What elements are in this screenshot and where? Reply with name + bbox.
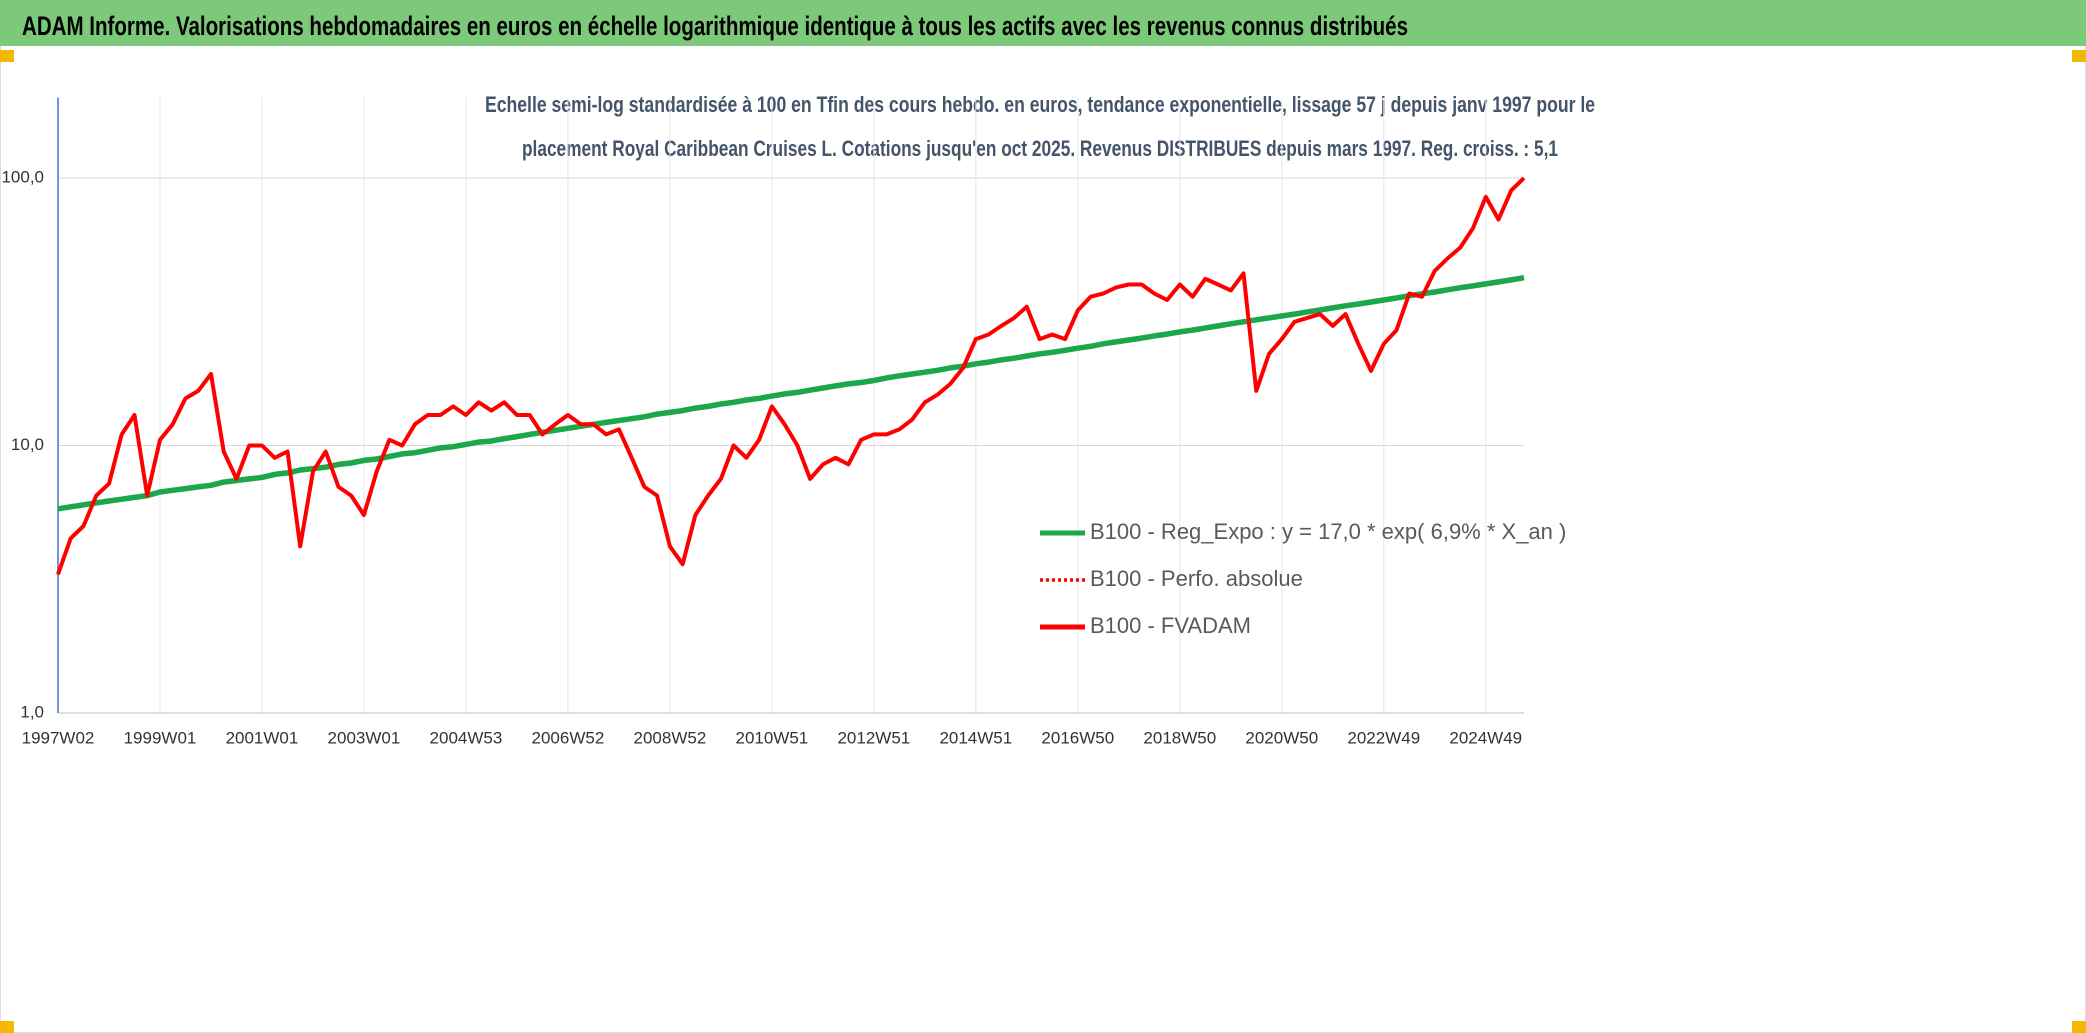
x-tick-label: 2016W50 — [1041, 728, 1114, 747]
x-tick-label: 2004W53 — [430, 728, 503, 747]
legend-label: B100 - Reg_Expo : y = 17,0 * exp( 6,9% *… — [1090, 519, 1566, 544]
corner — [0, 50, 14, 62]
legend-label: B100 - Perfo. absolue — [1090, 566, 1303, 591]
x-tick-label: 2024W49 — [1449, 728, 1522, 747]
x-tick-label: 2010W51 — [735, 728, 808, 747]
corner — [2072, 50, 2086, 62]
x-tick-label: 1997W02 — [22, 728, 95, 747]
x-tick-label: 1999W01 — [124, 728, 197, 747]
corner — [2072, 1021, 2086, 1033]
x-tick-label: 2006W52 — [532, 728, 605, 747]
x-tick-label: 2022W49 — [1347, 728, 1420, 747]
x-tick-label: 2012W51 — [837, 728, 910, 747]
x-tick-label: 2008W52 — [634, 728, 707, 747]
x-tick-label: 2020W50 — [1245, 728, 1318, 747]
x-tick-label: 2018W50 — [1143, 728, 1216, 747]
header-bar — [0, 0, 2086, 46]
header-title: ADAM Informe. Valorisations hebdomadaire… — [22, 11, 1408, 41]
x-tick-label: 2001W01 — [226, 728, 299, 747]
corner — [0, 1021, 14, 1033]
chart-title: placement Royal Caribbean Cruises L. Cot… — [522, 136, 1558, 161]
y-tick-label: 1,0 — [20, 702, 44, 721]
x-tick-label: 2014W51 — [939, 728, 1012, 747]
x-tick-label: 2003W01 — [328, 728, 401, 747]
chart-title: Echelle semi-log standardisée à 100 en T… — [485, 92, 1595, 117]
legend-label: B100 - FVADAM — [1090, 613, 1251, 638]
y-tick-label: 100,0 — [1, 168, 44, 187]
series-line — [57, 274, 1525, 512]
series-line — [56, 176, 1526, 575]
y-tick-label: 10,0 — [11, 435, 44, 454]
